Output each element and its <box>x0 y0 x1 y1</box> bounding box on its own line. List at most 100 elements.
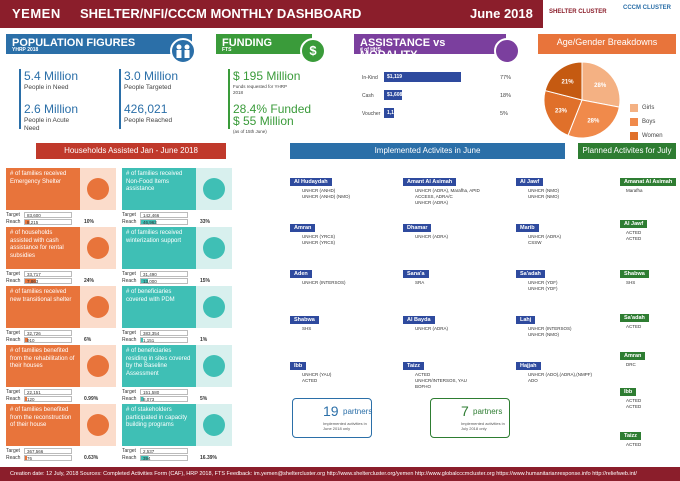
reach-label: Reach <box>122 337 137 343</box>
dashboard-title: SHELTER/NFI/CCCM MONTHLY DASHBOARD <box>80 6 362 21</box>
partners-july-desc: Implemented activities in July 2018 only <box>461 421 505 431</box>
pie-label: 21% <box>562 79 575 85</box>
household-card-text: # of beneficiaries residing in sites cov… <box>122 345 196 387</box>
governorate-name: Al Bayda <box>403 316 435 324</box>
funding-title: FUNDING FTS <box>216 34 312 54</box>
people-icon <box>170 38 196 64</box>
target-value: 83,600 <box>24 212 72 218</box>
partner-org: UNHCR (ANHD) (NMO) <box>302 194 350 199</box>
household-card-text: # of households assisted with cash assis… <box>6 227 80 269</box>
modality-bar: 1,190 <box>384 108 400 118</box>
household-card-text: # of families benefited from the rehabil… <box>6 345 80 387</box>
pie-label: 28% <box>594 83 607 89</box>
household-stats: Target 2,537 Reach 394 16.39% <box>122 448 232 462</box>
modality-bar: $1,119 <box>384 72 461 82</box>
governorate-name: Aden <box>290 270 312 278</box>
governorate-block: Al Bayda UNHCR (ADRA) <box>403 308 513 332</box>
people-reached-value: 426,021 <box>124 102 168 116</box>
partner-org: UNHCR (ANHD) <box>302 188 336 193</box>
partner-org: ACTED <box>626 324 642 329</box>
target-label: Target <box>122 330 136 336</box>
household-stats: Target 32,726 Reach 910 6% <box>6 330 116 344</box>
reach-pct: 0.63% <box>84 455 99 461</box>
partner-org: UNHCR (ADRA) <box>528 234 561 239</box>
legend-swatch <box>630 132 638 140</box>
household-card-text: # of families received Emergency Shelter <box>6 168 80 210</box>
assistance-title: ASSISTANCE vs MODALITY # of HHS <box>354 34 506 61</box>
modality-label: Voucher <box>362 111 381 117</box>
household-card: # of families received Non-Food Items as… <box>122 168 232 210</box>
reach-pct: 16.39% <box>200 455 217 461</box>
country-title: YEMEN <box>12 6 61 21</box>
target-row: Target 142,466 <box>122 212 232 219</box>
reach-label: Reach <box>6 278 21 284</box>
pie-slice-men <box>544 61 583 101</box>
reach-pct: 5% <box>200 396 208 402</box>
funding-panel: FUNDING FTS $ $ 195 Million Funds reques… <box>216 34 326 139</box>
household-card: # of stakeholders participated in capaci… <box>122 404 232 446</box>
household-card-text: # of families received Non-Food Items as… <box>122 168 196 210</box>
partner-org: UNHCR (NMO) <box>528 188 559 193</box>
governorate-name: Amanat Al Asimah <box>620 178 677 186</box>
reach-value: 8,215 <box>24 219 72 225</box>
reach-label: Reach <box>6 396 21 402</box>
reach-label: Reach <box>6 455 21 461</box>
governorate-name: Hajjah <box>516 362 541 370</box>
partner-org: ACTED <box>626 404 642 409</box>
household-card: # of families benefited from the rehabil… <box>6 345 116 387</box>
reach-row: Reach 910 6% <box>6 337 116 344</box>
population-panel: POPULATION FIGURES YHRP 2018 5.4 Million… <box>6 34 206 139</box>
funding-date: (as of 15th June) <box>233 129 267 134</box>
governorate-name: Taizz <box>620 432 642 440</box>
household-card: # of beneficiaries residing in sites cov… <box>122 345 232 387</box>
cluster-logos: SHELTER CLUSTER CCCM CLUSTER <box>543 0 680 28</box>
pie-slice-women <box>543 89 583 136</box>
reach-label: Reach <box>122 278 137 284</box>
partners-july-word: partners <box>473 407 503 416</box>
governorate-block: Sana'a SRA <box>403 262 513 286</box>
reach-pct: 15% <box>200 278 211 284</box>
target-value: 367,566 <box>24 448 72 454</box>
partners-june-box: 19 partners Implemented activities in Ju… <box>292 398 372 438</box>
reach-pct: 24% <box>84 278 95 284</box>
governorate-name: Sana'a <box>403 270 429 278</box>
reach-value: 7,863 <box>24 278 72 284</box>
people-in-need-value: 5.4 Million <box>24 69 79 83</box>
legend-label: Girls <box>642 105 655 111</box>
governorate-name: Al Hudaydah <box>290 178 332 186</box>
age-gender-pie: 28% 28% 23% 21% <box>543 61 621 139</box>
partner-org: UNHCR (YDF) <box>528 280 558 285</box>
target-label: Target <box>122 448 136 454</box>
household-card-text: # of families received winterization sup… <box>122 227 196 269</box>
household-card-text: # of families benefited from the reconst… <box>6 404 80 446</box>
partner-org: CSSW <box>528 240 542 245</box>
reach-value: 120 <box>24 396 72 402</box>
partner-org: UNHCR (ADRA) <box>415 200 448 205</box>
target-value: 383,354 <box>140 330 188 336</box>
target-value: 142,466 <box>140 212 188 218</box>
reach-label: Reach <box>6 219 21 225</box>
governorate-name: Al Jawf <box>516 178 544 186</box>
partner-org: UNHCR (YDF) <box>528 286 558 291</box>
people-targeted-value: 3.0 Million <box>124 69 179 83</box>
target-row: Target 2,537 <box>122 448 232 455</box>
target-value: 151,580 <box>140 389 188 395</box>
target-label: Target <box>6 271 20 277</box>
household-card-icon <box>80 286 116 328</box>
population-subtitle: YHRP 2018 <box>12 47 39 53</box>
target-label: Target <box>6 389 20 395</box>
legend-label: Boys <box>642 119 656 125</box>
partners-june-desc: Implemented activities in June 2018 only <box>323 421 367 431</box>
partner-org: UNHCR (YRCS) <box>302 240 335 245</box>
reach-label: Reach <box>122 396 137 402</box>
target-row: Target 83,600 <box>6 212 116 219</box>
target-row: Target 151,580 <box>122 389 232 396</box>
partner-org: ACTED <box>302 378 318 383</box>
implemented-title: Implemented Activites in June <box>290 143 565 159</box>
reach-label: Reach <box>122 219 137 225</box>
target-label: Target <box>6 330 20 336</box>
age-gender-panel: Age/Gender Breakdowns 28% 28% 23% 21% Girls… <box>538 34 676 154</box>
household-card-icon <box>196 227 232 269</box>
pie-label: 23% <box>555 109 568 115</box>
governorate-block: Shabwa SHS <box>290 308 400 332</box>
